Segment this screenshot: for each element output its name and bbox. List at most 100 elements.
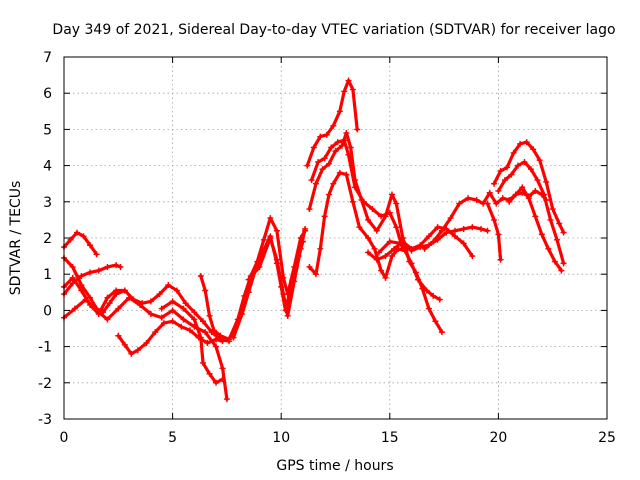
data-point [182, 300, 189, 307]
data-point [432, 318, 439, 325]
data-point [506, 198, 513, 205]
data-point [239, 311, 246, 318]
data-point [267, 215, 274, 222]
data-point [78, 287, 85, 294]
data-point [147, 298, 154, 305]
data-point [334, 139, 341, 146]
x-tick-label: 0 [60, 430, 69, 446]
data-point [341, 88, 348, 95]
data-point [504, 164, 511, 171]
data-point [547, 216, 554, 223]
data-point [421, 245, 428, 252]
data-point [319, 166, 326, 173]
y-tick-label: -2 [38, 376, 52, 392]
data-point [512, 191, 519, 198]
data-point [121, 287, 128, 294]
data-point [260, 236, 267, 243]
data-point [113, 287, 120, 294]
data-point [332, 148, 339, 155]
y-tick-label: 2 [43, 231, 52, 247]
data-point [469, 253, 476, 260]
data-point [115, 332, 122, 339]
data-point [291, 278, 298, 285]
data-point [121, 341, 128, 348]
data-point [115, 305, 122, 312]
data-point [78, 273, 85, 280]
data-point [391, 245, 398, 252]
data-point [417, 244, 424, 251]
data-point [556, 220, 563, 227]
data-point [352, 184, 359, 191]
data-point [343, 171, 350, 178]
data-point [308, 177, 315, 184]
data-point [508, 171, 515, 178]
data-point [87, 242, 94, 249]
data-point [158, 314, 165, 321]
data-point [321, 155, 328, 162]
data-point [200, 318, 207, 325]
data-point [406, 258, 413, 265]
data-point [554, 236, 561, 243]
data-point [343, 130, 350, 137]
data-point [347, 144, 354, 151]
data-point [451, 233, 458, 240]
data-point [541, 191, 548, 198]
data-point [321, 213, 328, 220]
data-point [443, 229, 450, 236]
data-point [82, 296, 89, 303]
data-point [134, 347, 141, 354]
data-point [186, 327, 193, 334]
data-point [280, 291, 287, 298]
data-point [106, 300, 113, 307]
data-point [323, 131, 330, 138]
data-point [536, 157, 543, 164]
data-point [460, 225, 467, 232]
data-point [173, 287, 180, 294]
data-point [469, 224, 476, 231]
series-trace-19 [491, 139, 567, 236]
data-point [365, 216, 372, 223]
y-tick-label: 3 [43, 195, 52, 211]
data-point [336, 169, 343, 176]
data-point [365, 235, 372, 241]
data-point [464, 195, 471, 202]
data-point [191, 316, 198, 323]
series-trace-20 [495, 158, 567, 267]
data-point [213, 343, 220, 350]
data-point [297, 245, 304, 252]
data-point [386, 238, 393, 245]
data-point [206, 370, 213, 377]
data-point [360, 198, 367, 205]
data-point [551, 258, 558, 265]
data-point [517, 140, 524, 147]
data-point [169, 318, 176, 325]
data-point [447, 215, 454, 222]
data-point [549, 206, 556, 213]
data-point [451, 227, 458, 234]
data-point [330, 180, 337, 187]
data-point [202, 287, 209, 294]
data-point [304, 162, 311, 169]
data-point [93, 307, 100, 314]
data-point [310, 144, 317, 151]
data-point [478, 225, 485, 232]
data-point [560, 229, 567, 236]
data-point [336, 108, 343, 115]
data-point [178, 323, 185, 330]
data-point [530, 146, 537, 153]
data-point [87, 269, 94, 276]
data-point [128, 350, 135, 357]
y-tick-label: -1 [38, 340, 52, 356]
data-point [160, 320, 167, 327]
grid-lines [64, 57, 607, 419]
data-point [80, 233, 87, 240]
data-point [412, 269, 419, 276]
data-point [202, 329, 209, 336]
data-point [180, 316, 187, 323]
x-tick-label: 25 [598, 430, 616, 446]
data-point [371, 245, 378, 252]
x-tick-label: 15 [381, 430, 399, 446]
data-point [74, 229, 81, 236]
data-point [104, 294, 111, 301]
